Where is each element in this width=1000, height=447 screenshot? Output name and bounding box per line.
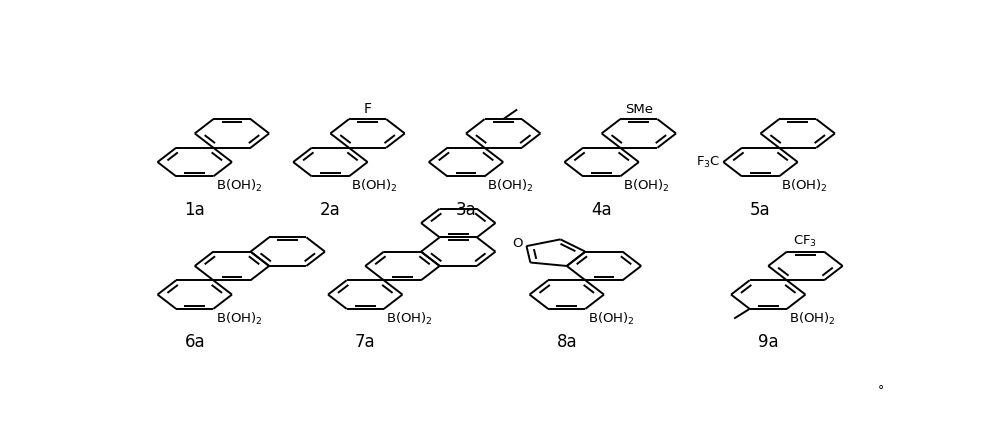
Text: O: O — [512, 237, 522, 250]
Text: °: ° — [877, 384, 884, 397]
Text: 4a: 4a — [591, 201, 612, 219]
Text: 5a: 5a — [750, 201, 771, 219]
Text: SMe: SMe — [625, 103, 653, 116]
Text: B(OH)$_2$: B(OH)$_2$ — [487, 178, 534, 194]
Text: B(OH)$_2$: B(OH)$_2$ — [789, 311, 836, 327]
Text: 7a: 7a — [355, 333, 376, 351]
Text: B(OH)$_2$: B(OH)$_2$ — [216, 178, 263, 194]
Text: F$_3$C: F$_3$C — [696, 155, 721, 169]
Text: F: F — [364, 102, 372, 116]
Text: B(OH)$_2$: B(OH)$_2$ — [588, 311, 635, 327]
Text: 9a: 9a — [758, 333, 779, 351]
Text: B(OH)$_2$: B(OH)$_2$ — [216, 311, 263, 327]
Text: B(OH)$_2$: B(OH)$_2$ — [623, 178, 669, 194]
Text: 2a: 2a — [320, 201, 341, 219]
Text: B(OH)$_2$: B(OH)$_2$ — [351, 178, 398, 194]
Text: B(OH)$_2$: B(OH)$_2$ — [386, 311, 433, 327]
Text: 6a: 6a — [184, 333, 205, 351]
Text: 8a: 8a — [556, 333, 577, 351]
Text: CF$_3$: CF$_3$ — [793, 234, 818, 249]
Text: B(OH)$_2$: B(OH)$_2$ — [781, 178, 828, 194]
Text: 1a: 1a — [184, 201, 205, 219]
Text: 3a: 3a — [456, 201, 476, 219]
